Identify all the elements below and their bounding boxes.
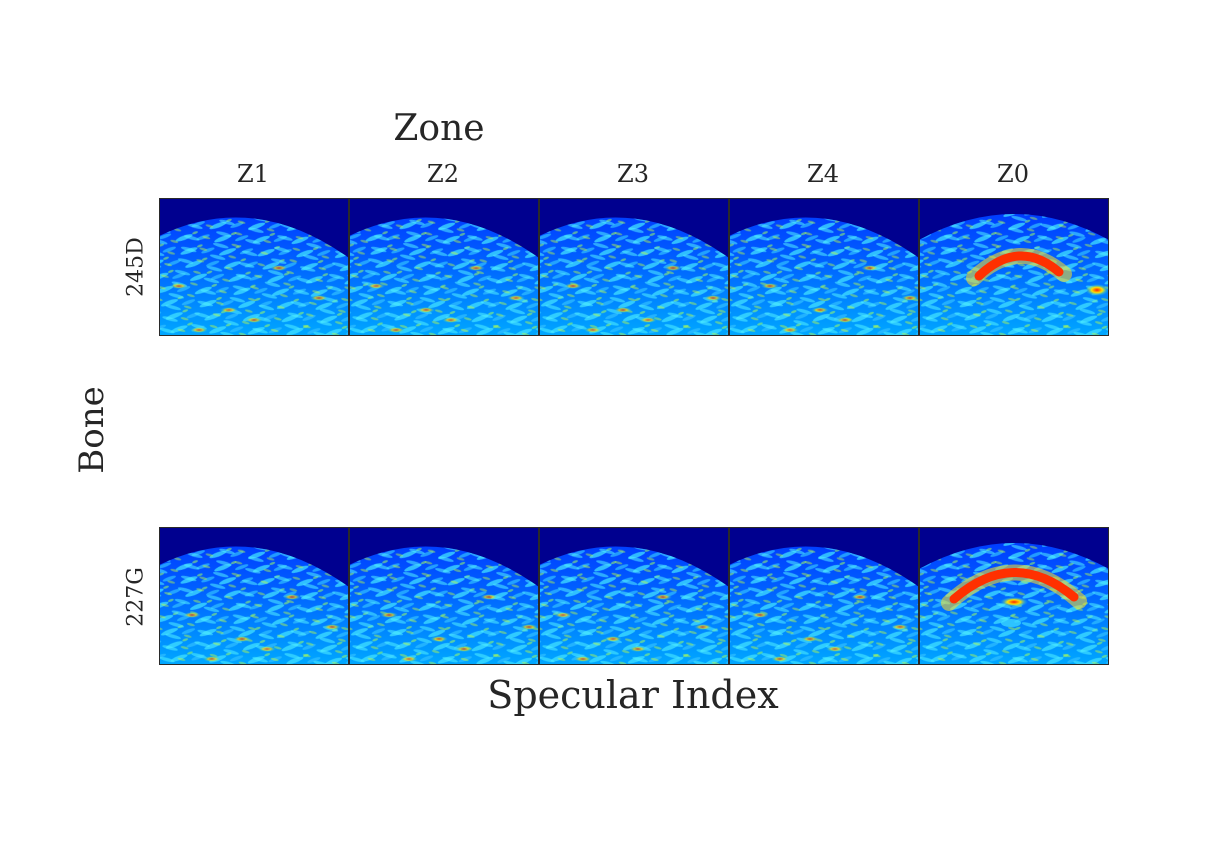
panel-227g-z4 [729, 527, 919, 665]
figure-top-title: Zone [393, 108, 485, 149]
column-label-z2: Z2 [427, 160, 459, 188]
panel-227g-z2 [349, 527, 539, 665]
panel-245d-z3 [539, 198, 729, 336]
panel-227g-z3 [539, 527, 729, 665]
column-label-z3: Z3 [617, 160, 649, 188]
panel-245d-z1 [159, 198, 349, 336]
column-label-z1: Z1 [237, 160, 269, 188]
figure-bottom-title: Specular Index [487, 673, 779, 717]
panel-227g-z0 [919, 527, 1109, 665]
panel-245d-z0 [919, 198, 1109, 336]
column-label-z0: Z0 [997, 160, 1029, 188]
panel-245d-z4 [729, 198, 919, 336]
column-label-z4: Z4 [807, 160, 839, 188]
panel-227g-z1 [159, 527, 349, 665]
panel-245d-z2 [349, 198, 539, 336]
